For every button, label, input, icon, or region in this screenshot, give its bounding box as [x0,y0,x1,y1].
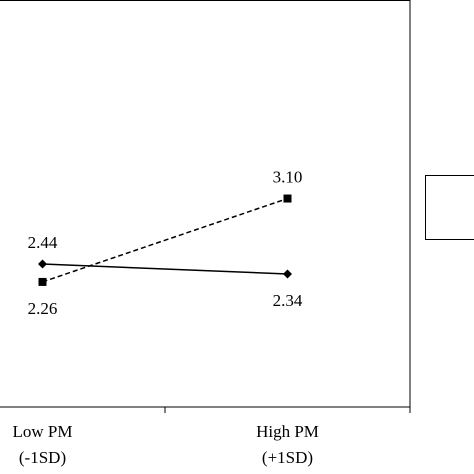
point [38,277,47,286]
x-tick-label: Low PM (-1SD) [12,422,73,467]
x-tick-label: High PM (+1SD) [256,422,319,467]
data-label: 3.10 [273,167,303,186]
data-label: 2.34 [273,291,303,310]
plot-area [0,0,411,408]
series-line [42,263,288,275]
point [283,194,292,203]
legend-box [425,175,474,240]
data-label: 2.44 [28,233,58,252]
series-line [42,197,288,283]
data-label: 2.26 [28,299,58,318]
point [283,269,292,279]
point [38,259,47,269]
